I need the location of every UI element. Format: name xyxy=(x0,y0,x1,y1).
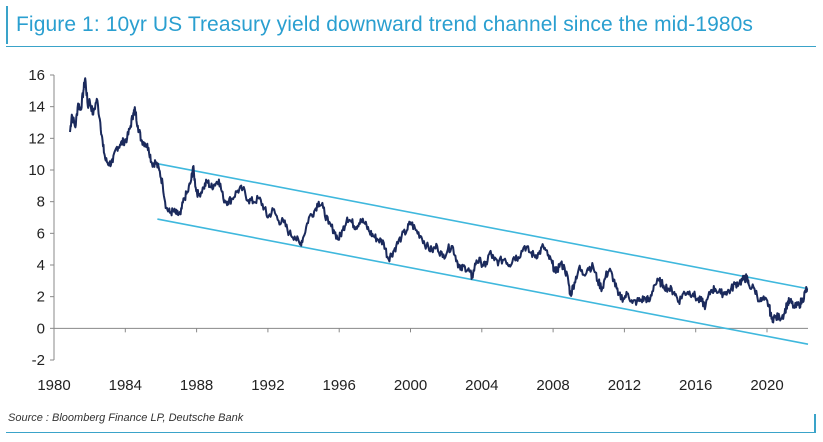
x-tick-label: 2004 xyxy=(465,377,498,394)
y-tick-label: 2 xyxy=(37,289,45,306)
trend-channel xyxy=(157,162,809,345)
y-tick-label: 6 xyxy=(37,225,45,242)
y-tick-label: 14 xyxy=(28,99,45,116)
y-tick-label: 8 xyxy=(37,194,45,211)
y-tick-label: 12 xyxy=(28,130,45,147)
title-bar: Figure 1: 10yr US Treasury yield downwar… xyxy=(6,6,818,44)
footer-accent xyxy=(814,414,816,432)
tick-labels: -2 0 2 4 6 8 10 12 14 16 1980 1984 1988 1992 1996 2000 2… xyxy=(28,67,783,394)
x-tick-label: 1988 xyxy=(180,377,213,394)
footer-divider xyxy=(6,432,816,433)
x-tick-label: 1980 xyxy=(37,377,70,394)
x-tick-label: 1996 xyxy=(323,377,356,394)
y-tick-label: 0 xyxy=(37,320,45,337)
figure-title: Figure 1: 10yr US Treasury yield downwar… xyxy=(16,13,754,36)
x-tick-label: 2008 xyxy=(536,377,569,394)
x-tick-label: 2012 xyxy=(608,377,641,394)
x-tick-label: 1984 xyxy=(109,377,142,394)
yield-series xyxy=(69,77,809,324)
x-tick-label: 2020 xyxy=(750,377,783,394)
channel-upper-line xyxy=(157,162,809,290)
channel-lower-line xyxy=(157,218,809,345)
yield-line xyxy=(69,77,809,324)
source-note: Source : Bloomberg Finance LP, Deutsche … xyxy=(8,412,244,424)
x-tick-label: 2000 xyxy=(394,377,427,394)
y-tick-label: 16 xyxy=(28,67,45,84)
chart-axes xyxy=(50,74,808,361)
y-tick-label: 4 xyxy=(37,257,45,274)
x-tick-label: 2016 xyxy=(679,377,712,394)
x-tick-label: 1992 xyxy=(251,377,284,394)
title-divider xyxy=(6,46,816,47)
y-tick-label: 10 xyxy=(28,162,45,179)
y-tick-label: -2 xyxy=(32,352,45,369)
